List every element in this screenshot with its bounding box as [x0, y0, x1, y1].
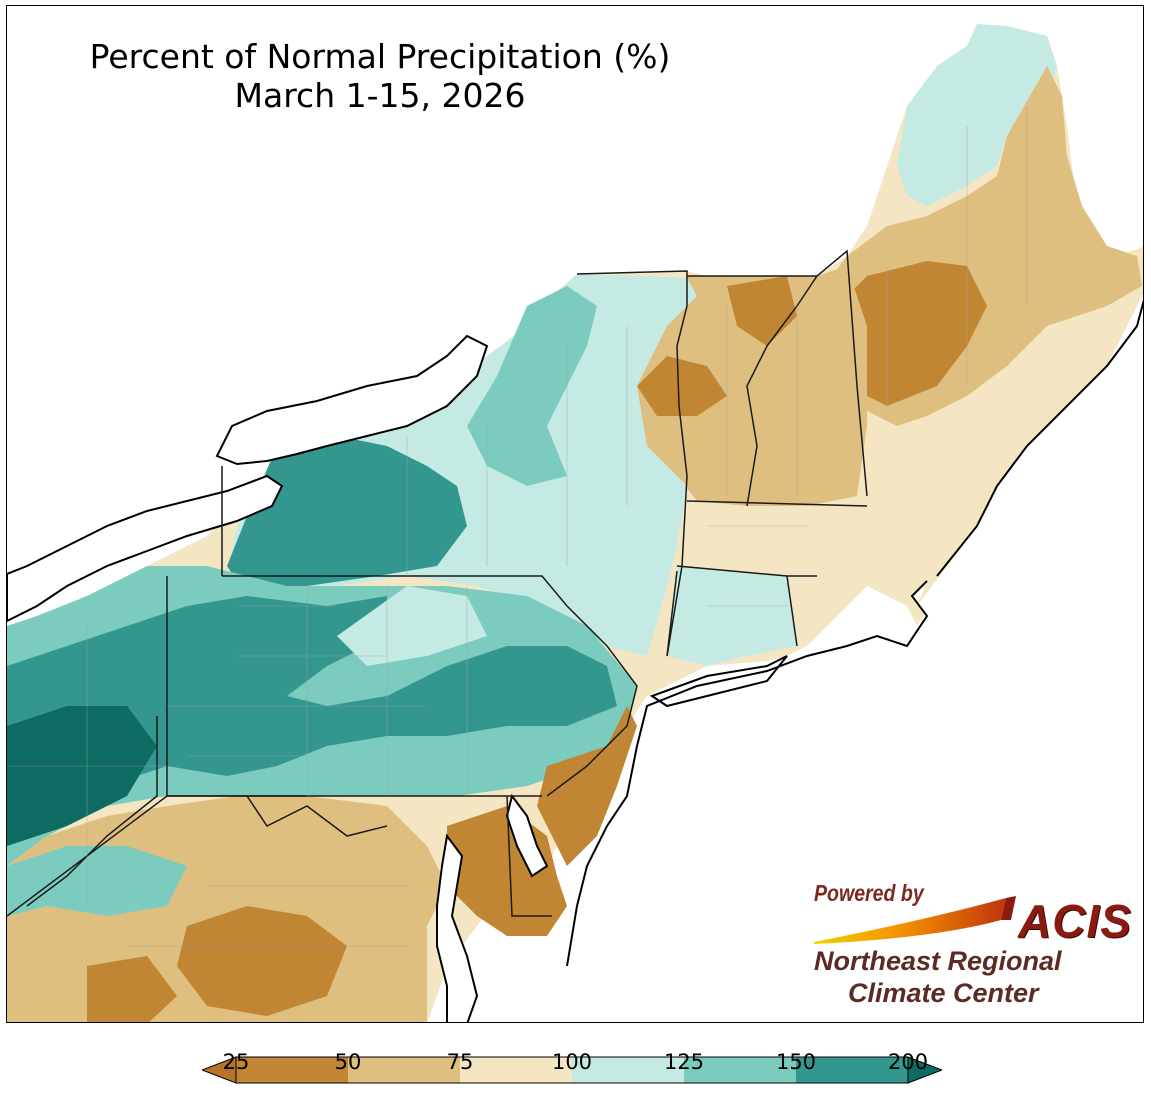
precipitation-map	[7, 24, 1143, 1022]
region-nj-brown	[537, 706, 637, 866]
coastline	[566, 299, 1143, 967]
legend-tick-label: 100	[551, 1050, 593, 1074]
region-vt-nh	[617, 266, 867, 506]
region-wpa-darkest	[7, 706, 157, 846]
map-frame	[6, 5, 1144, 1023]
acis-logo: Powered by ACIS Northeast Regional Clima…	[806, 880, 1136, 1010]
powered-by-text: Powered by	[814, 880, 924, 906]
legend-bin-150-200	[796, 1057, 908, 1083]
east-coast-line	[566, 299, 1143, 967]
org-name-line2: Climate Center	[848, 978, 1039, 1008]
region-sne	[667, 566, 797, 666]
legend-frame	[235, 1056, 909, 1084]
county-lines	[7, 106, 1028, 947]
region-wv-teal	[7, 846, 187, 916]
legend-bin-75-100	[460, 1057, 572, 1083]
region-south-brown	[177, 906, 347, 1016]
org-name-line1: Northeast Regional	[814, 946, 1062, 976]
region-pa-dark	[7, 596, 617, 836]
legend-tick-label: 75	[446, 1050, 474, 1074]
legend-bin-125-150	[684, 1057, 796, 1083]
legend-bin-50-75	[348, 1057, 460, 1083]
map-title: Percent of Normal Precipitation (%)	[89, 37, 671, 76]
region-pa-lightband	[337, 586, 487, 666]
legend-tick-label: 200	[887, 1050, 929, 1074]
region-south-brown2	[87, 956, 177, 1022]
region-ny-mid	[467, 286, 597, 486]
acis-wordmark: ACIS	[1018, 895, 1132, 947]
lake-ontario	[215, 334, 489, 466]
legend-tick-label: 50	[334, 1050, 362, 1074]
border-wv	[26, 716, 388, 907]
border-ny-north	[221, 270, 688, 657]
map-date-range: March 1-15, 2026	[234, 76, 526, 115]
border-ct-ri	[666, 570, 798, 657]
legend-tick-label: 150	[775, 1050, 817, 1074]
legend-bin-100-125	[572, 1057, 684, 1083]
color-legend	[202, 1056, 942, 1084]
region-maine-north	[897, 24, 1057, 206]
lake-erie	[7, 474, 284, 623]
legend-bin-25-50	[236, 1057, 348, 1083]
acis-swoosh-icon	[814, 896, 1016, 944]
chesapeake-bay	[436, 833, 479, 1022]
region-vt-dark	[637, 356, 727, 416]
ocean	[567, 303, 1143, 1022]
region-delmarva	[447, 806, 567, 936]
legend-tick-label: 125	[663, 1050, 705, 1074]
legend-tick-label: 25	[222, 1050, 250, 1074]
